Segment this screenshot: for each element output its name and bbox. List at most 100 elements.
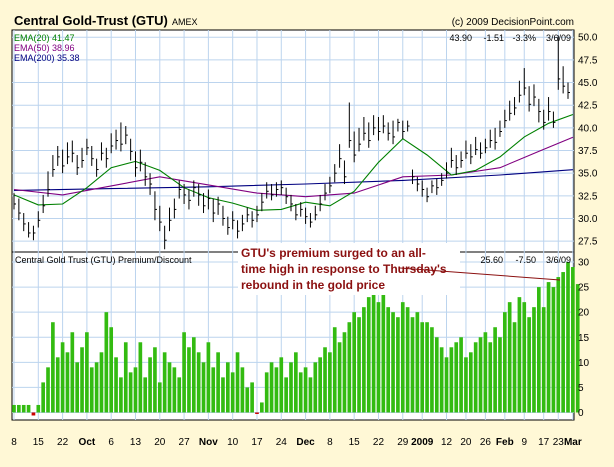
premium-bar	[123, 342, 128, 413]
premium-bar	[444, 357, 449, 413]
premium-bar	[162, 352, 167, 413]
premium-tick-label: 0	[578, 408, 584, 419]
date-tick-label: 29	[397, 437, 409, 448]
premium-bar	[294, 352, 298, 413]
premium-bar	[289, 362, 293, 413]
premium-bar	[12, 404, 16, 413]
premium-bar	[439, 347, 444, 413]
premium-bar	[191, 337, 196, 413]
premium-bar	[546, 282, 551, 413]
price-tick-label: 30.0	[578, 214, 598, 225]
date-tick-label: Dec	[296, 437, 315, 448]
premium-bar	[148, 357, 152, 413]
premium-bar	[36, 404, 41, 413]
premium-bar	[279, 357, 284, 413]
premium-bar	[483, 332, 488, 413]
premium-bar	[114, 357, 118, 413]
price-tick-label: 47.5	[578, 55, 598, 66]
annotation: GTU's premium surged to an all- time hig…	[238, 243, 561, 295]
premium-bar	[575, 284, 580, 413]
date-tick-label: 24	[276, 437, 288, 448]
date-tick-label: 23	[553, 437, 565, 448]
premium-bar	[80, 347, 84, 413]
premium-bar	[537, 287, 541, 413]
premium-bar	[318, 357, 322, 413]
date-axis: 8 15 22 Oct 6 13 20 27 Nov 10 17 24 Dec 8 15 22 29 2009 12…	[11, 437, 582, 448]
date-tick-label: 17	[251, 437, 263, 448]
date-tick-label: 12	[441, 437, 453, 448]
date-tick-label: 15	[349, 437, 361, 448]
premium-tick-label: 15	[578, 333, 590, 344]
premium-bar	[153, 347, 157, 413]
date-tick-label: 20	[154, 437, 166, 448]
date-tick-label: Mar	[564, 437, 582, 448]
copyright: (c) 2009 DecisionPoint.com	[452, 17, 574, 28]
ema50-line	[13, 136, 574, 198]
date-tick-label: 27	[179, 437, 191, 448]
date-tick-label: 26	[480, 437, 492, 448]
date-tick-label: 10	[227, 437, 239, 448]
premium-bar	[250, 382, 254, 413]
ema-lines	[13, 113, 574, 211]
premium-bar	[60, 342, 65, 413]
premium-bar	[138, 342, 143, 413]
premium-bar	[405, 307, 410, 413]
premium-bar	[308, 377, 313, 413]
premium-bar	[70, 332, 75, 413]
annotation-bg	[238, 243, 460, 295]
date-tick-label: 17	[538, 437, 550, 448]
premium-bar	[532, 307, 536, 413]
premium-bar	[434, 337, 439, 413]
ema20-line	[13, 113, 574, 211]
premium-bar	[196, 352, 201, 413]
premium-bar	[240, 367, 245, 413]
date-tick-label: 2009	[411, 437, 434, 448]
premium-tick-label: 10	[578, 358, 590, 369]
price-tick-label: 45.0	[578, 78, 598, 89]
last-change: -1.51	[483, 33, 504, 43]
premium-bar	[478, 337, 483, 413]
premium-bar	[566, 262, 570, 413]
price-bars	[13, 35, 570, 250]
premium-bar	[46, 367, 50, 413]
date-tick-label: 22	[373, 437, 385, 448]
price-tick-label: 35.0	[578, 169, 598, 180]
exchange-label: AMEX	[172, 17, 198, 27]
premium-bar	[85, 332, 89, 413]
annotation-pointer	[399, 267, 561, 281]
premium-bar	[430, 327, 434, 413]
premium-bar	[386, 307, 391, 413]
premium-bar	[342, 332, 347, 413]
premium-bar	[211, 367, 216, 413]
premium-title: Central Gold Trust (GTU) Premium/Discoun…	[15, 255, 192, 265]
premium-bars	[12, 262, 580, 416]
premium-bar	[143, 377, 148, 413]
premium-bar	[21, 404, 26, 413]
premium-bar	[425, 322, 429, 413]
date-tick-label: 20	[460, 437, 472, 448]
premium-bar	[245, 387, 250, 413]
premium-bar	[459, 337, 463, 413]
premium-bar	[556, 277, 561, 413]
premium-bar	[493, 327, 497, 413]
premium-bar	[264, 372, 269, 413]
ema200-line	[13, 169, 573, 191]
premium-bar	[332, 327, 337, 413]
premium-bar	[235, 352, 240, 413]
date-tick-label: 22	[57, 437, 69, 448]
date-tick-label: Feb	[496, 437, 514, 448]
premium-tick-label: 25	[578, 283, 590, 294]
date-tick-label: 8	[327, 437, 333, 448]
premium-bar	[571, 267, 575, 413]
premium-bar	[41, 382, 45, 413]
premium-bar	[230, 372, 235, 413]
date-tick-label: 15	[33, 437, 45, 448]
premium-bar	[396, 317, 400, 413]
date-tick-label: Nov	[199, 437, 218, 448]
annotation-line-2: time high in response to Thursday's	[241, 262, 447, 276]
premium-bar	[128, 372, 133, 413]
premium-change: -7.50	[515, 255, 536, 265]
premium-bar	[201, 362, 206, 413]
price-panel	[11, 29, 575, 253]
legend-ema200: EMA(200) 35.38	[14, 53, 80, 63]
